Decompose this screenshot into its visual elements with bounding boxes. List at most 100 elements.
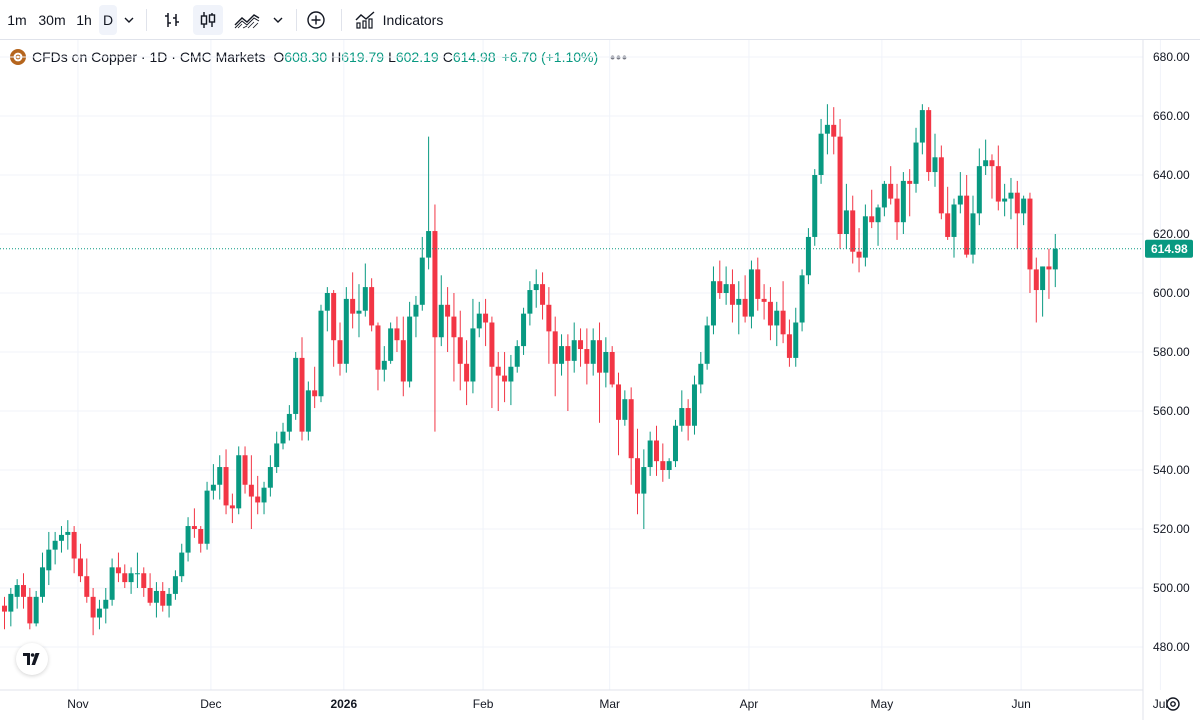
chevron-down-icon[interactable] bbox=[266, 5, 290, 35]
time-tick-label: 2026 bbox=[330, 697, 357, 711]
candle-body bbox=[248, 484, 254, 497]
plus-circle-icon[interactable] bbox=[301, 5, 331, 35]
candle-body bbox=[318, 310, 324, 397]
candle-body bbox=[704, 325, 710, 364]
candle-body bbox=[198, 529, 204, 544]
candle-body bbox=[786, 334, 792, 358]
candle-body bbox=[65, 531, 71, 535]
gear-icon[interactable] bbox=[1163, 694, 1183, 714]
candle-body bbox=[489, 322, 495, 367]
candles-icon[interactable] bbox=[193, 5, 223, 35]
candle-body bbox=[179, 552, 185, 577]
candle-body bbox=[134, 573, 140, 575]
indicators-icon[interactable] bbox=[350, 5, 380, 35]
candle-body bbox=[729, 284, 735, 305]
candle-body bbox=[1014, 192, 1020, 214]
candle-body bbox=[160, 590, 166, 606]
candle-body bbox=[356, 310, 362, 314]
candle-body bbox=[432, 231, 438, 338]
candle-body bbox=[141, 573, 147, 588]
candlestick-chart[interactable]: 480.00 500.00 520.00 540.00 560.00 580.00 600.… bbox=[0, 40, 1200, 720]
candle-body bbox=[502, 375, 508, 382]
candle-body bbox=[710, 281, 716, 326]
candle-body bbox=[52, 540, 58, 550]
candle-body bbox=[1046, 266, 1052, 270]
candle-body bbox=[831, 124, 837, 137]
candle-body bbox=[793, 322, 799, 358]
candle-body bbox=[394, 328, 400, 341]
candle-body bbox=[514, 346, 520, 367]
candle-body bbox=[293, 357, 299, 414]
candle-body bbox=[660, 461, 666, 470]
candle-body bbox=[191, 526, 197, 529]
candle-body bbox=[717, 281, 723, 293]
candle-body bbox=[945, 213, 951, 237]
candle-body bbox=[812, 175, 818, 237]
candle-body bbox=[546, 304, 552, 332]
candle-body bbox=[508, 366, 514, 382]
price-tick-label: 480.00 bbox=[1153, 640, 1190, 654]
candle-body bbox=[850, 210, 856, 252]
price-tick-label: 620.00 bbox=[1153, 227, 1190, 241]
interval-d-button[interactable]: D bbox=[99, 5, 117, 35]
candle-body bbox=[381, 360, 387, 370]
candle-body bbox=[115, 567, 121, 574]
interval-30m-button[interactable]: 30m bbox=[38, 12, 66, 28]
candle-body bbox=[457, 337, 463, 364]
candle-body bbox=[824, 124, 830, 134]
candle-body bbox=[799, 275, 805, 323]
candle-body bbox=[862, 216, 868, 258]
candle-body bbox=[983, 160, 989, 167]
candle-body bbox=[527, 290, 533, 314]
price-tick-label: 560.00 bbox=[1153, 404, 1190, 418]
candle-body bbox=[653, 440, 659, 462]
candle-body bbox=[77, 558, 83, 577]
candle-body bbox=[185, 526, 191, 553]
candle-body bbox=[964, 195, 970, 255]
candle-body bbox=[426, 231, 432, 258]
candle-body bbox=[635, 458, 640, 494]
candle-body bbox=[837, 136, 843, 234]
price-tick-label: 520.00 bbox=[1153, 522, 1190, 536]
candle-body bbox=[742, 298, 748, 317]
candle-body bbox=[14, 585, 20, 597]
price-tick-label: 600.00 bbox=[1153, 286, 1190, 300]
time-tick-label: May bbox=[871, 697, 894, 711]
candle-body bbox=[805, 236, 811, 276]
candle-body bbox=[1008, 192, 1014, 199]
candle-body bbox=[312, 390, 318, 397]
candle-body bbox=[951, 204, 957, 237]
price-tick-label: 540.00 bbox=[1153, 463, 1190, 477]
top-toolbar: 1m 30m 1h D Indicators bbox=[0, 0, 1200, 40]
chevron-down-icon[interactable] bbox=[117, 5, 141, 35]
bars-icon[interactable] bbox=[157, 5, 187, 35]
candle-body bbox=[147, 588, 153, 603]
tradingview-logo[interactable] bbox=[16, 643, 48, 675]
candle-body bbox=[261, 487, 267, 503]
candle-body bbox=[451, 316, 457, 338]
candle-body bbox=[748, 269, 754, 317]
candle-body bbox=[242, 455, 248, 485]
price-tick-label: 680.00 bbox=[1153, 50, 1190, 64]
interval-1h-button[interactable]: 1h bbox=[76, 12, 92, 28]
time-tick-label: Feb bbox=[473, 697, 494, 711]
candle-body bbox=[46, 549, 52, 571]
candle-body bbox=[267, 467, 273, 488]
time-tick-label: Dec bbox=[200, 697, 221, 711]
candle-body bbox=[58, 534, 64, 541]
candle-body bbox=[343, 298, 349, 364]
line-area-icon[interactable] bbox=[229, 5, 265, 35]
candle-body bbox=[286, 413, 292, 432]
candle-body bbox=[39, 567, 45, 597]
candle-body bbox=[869, 216, 875, 223]
interval-1m-button[interactable]: 1m bbox=[7, 12, 27, 28]
candle-body bbox=[540, 284, 546, 305]
candle-body bbox=[616, 384, 622, 420]
candle-body bbox=[255, 496, 261, 503]
candle-body bbox=[122, 573, 128, 583]
candle-body bbox=[1021, 198, 1027, 214]
candle-body bbox=[483, 313, 489, 323]
indicators-button[interactable]: Indicators bbox=[382, 12, 444, 28]
candle-body bbox=[818, 133, 824, 175]
candle-body bbox=[552, 331, 558, 364]
